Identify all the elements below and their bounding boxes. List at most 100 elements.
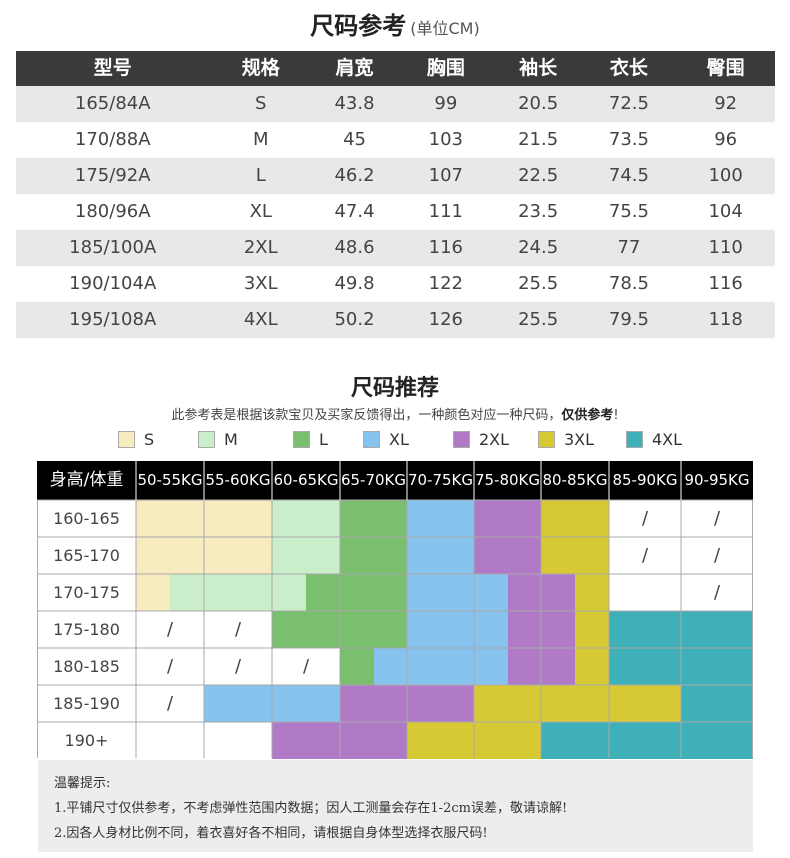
cell-chest: 107 (428, 165, 463, 186)
cell-sleeve: 25.5 (518, 273, 559, 294)
cell-shoulder: 43.8 (334, 93, 375, 114)
cell-hip: 92 (714, 93, 738, 114)
legend-label: 2XL (479, 430, 510, 449)
table-row: 190/104A 3XL 49.8 122 25.5 78.5 116 (16, 266, 775, 302)
size-cell-2xl (340, 685, 407, 722)
cell-shoulder: 50.2 (334, 309, 375, 330)
size-cell-xl (474, 574, 508, 611)
size-cell-xl (272, 685, 340, 722)
cell-hip: 118 (708, 309, 743, 330)
size-chart-table: 型号 规格 肩宽 胸围 袖长 衣长 臀围 165/84A S 43.8 99 20.5 7… (16, 51, 775, 338)
size-cell-l (272, 611, 340, 648)
size-cell-4xl (609, 648, 681, 685)
header-size: 规格 (241, 57, 280, 79)
size-cell-2xl (474, 500, 541, 537)
weight-column-header: 50-55KG (136, 461, 204, 500)
size-cell-3xl (575, 574, 609, 611)
weight-column-header: 80-85KG (541, 461, 609, 500)
size-cell-2xl (272, 722, 340, 759)
subtitle-end: ! (613, 408, 619, 423)
size-chart-title: 尺码参考 (单位CM) (0, 6, 790, 41)
size-chart-heading: 尺码参考 (310, 12, 407, 40)
size-cell-3xl (575, 648, 609, 685)
cell-size: 4XL (243, 309, 278, 330)
size-cell-2xl (340, 722, 407, 759)
legend-swatch (538, 431, 555, 448)
size-cell-4xl (541, 722, 609, 759)
cell-shoulder: 47.4 (334, 201, 375, 222)
size-cell-2xl (508, 574, 541, 611)
not-available-cell: / (136, 685, 204, 722)
cell-sleeve: 21.5 (518, 129, 559, 150)
cell-model: 190/104A (69, 273, 157, 294)
legend-swatch (118, 431, 135, 448)
size-cell-2xl (541, 648, 575, 685)
subtitle-emphasis: 仅供参考 (561, 408, 614, 423)
note-line-1: 1.平铺尺寸仅供参考，不考虑弹性范围内数据；因人工测量会存在1-2cm误差，敬请… (54, 801, 568, 816)
size-cell-s (136, 574, 170, 611)
size-cell-s (204, 537, 272, 574)
size-cell-l (306, 574, 340, 611)
cell-sleeve: 25.5 (518, 309, 559, 330)
cell-shoulder: 49.8 (334, 273, 375, 294)
size-cell-4xl (609, 722, 681, 759)
empty-cell (136, 722, 204, 759)
height-row-label: 160-165 (37, 500, 136, 537)
size-cell-3xl (474, 722, 541, 759)
size-recommendation-grid: 身高/体重 50-55KG 55-60KG 60-65KG 65-70KG 70-75KG… (37, 461, 753, 759)
cell-size: M (253, 129, 269, 150)
cell-sleeve: 24.5 (518, 237, 559, 258)
size-cell-3xl (541, 685, 609, 722)
not-available-cell: / (681, 537, 753, 574)
cell-chest: 111 (428, 201, 463, 222)
cell-size: S (255, 93, 267, 114)
size-cell-2xl (508, 611, 541, 648)
size-cell-l (340, 537, 407, 574)
table-row: 175/92A L 46.2 107 22.5 74.5 100 (16, 158, 775, 194)
size-cell-3xl (575, 611, 609, 648)
weight-column-header: 60-65KG (272, 461, 340, 500)
cell-chest: 126 (428, 309, 463, 330)
size-cell-xl (407, 611, 474, 648)
legend-label: M (224, 430, 238, 449)
not-available-cell: / (272, 648, 340, 685)
cell-model: 165/84A (74, 93, 151, 114)
cell-hip: 100 (708, 165, 743, 186)
size-cell-xl (204, 685, 272, 722)
cell-chest: 103 (428, 129, 463, 150)
cell-sleeve: 23.5 (518, 201, 559, 222)
not-available-cell: / (204, 611, 272, 648)
legend-label: S (144, 430, 155, 449)
size-cell-4xl (681, 648, 753, 685)
cell-length: 77 (617, 237, 641, 258)
size-cell-m (204, 574, 272, 611)
cell-sleeve: 22.5 (518, 165, 559, 186)
size-cell-2xl (541, 574, 575, 611)
corner-header: 身高/体重 (37, 461, 136, 500)
size-cell-s (136, 537, 204, 574)
cell-chest: 116 (428, 237, 463, 258)
cell-model: 185/100A (69, 237, 157, 258)
cell-chest: 122 (428, 273, 463, 294)
height-row-label: 165-170 (37, 537, 136, 574)
weight-column-header: 85-90KG (609, 461, 681, 500)
size-cell-4xl (681, 722, 753, 759)
legend-label: 4XL (652, 430, 683, 449)
cell-chest: 99 (434, 93, 458, 114)
size-cell-4xl (681, 685, 753, 722)
cell-hip: 96 (714, 129, 738, 150)
size-cell-xl (474, 611, 508, 648)
height-row-label: 170-175 (37, 574, 136, 611)
size-chart-header-row: 型号 规格 肩宽 胸围 袖长 衣长 臀围 (16, 51, 775, 86)
not-available-cell: / (681, 574, 753, 611)
subtitle-text: 此参考表是根据该款宝贝及买家反馈得出，一种颜色对应一种尺码， (171, 408, 562, 423)
size-cell-xl (407, 648, 474, 685)
cell-sleeve: 20.5 (518, 93, 559, 114)
size-cell-2xl (508, 648, 541, 685)
height-row-label: 185-190 (37, 685, 136, 722)
note-line-2: 2.因各人身材比例不同，着衣喜好各不相同，请根据自身体型选择衣服尺码! (54, 826, 488, 841)
size-cell-m (272, 574, 306, 611)
header-sleeve: 袖长 (519, 57, 558, 79)
size-cell-l (340, 611, 407, 648)
size-cell-l (340, 574, 407, 611)
